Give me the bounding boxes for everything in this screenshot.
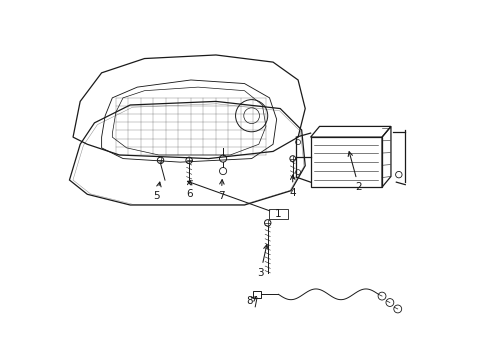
Text: 6: 6 bbox=[185, 180, 192, 199]
Text: 5: 5 bbox=[153, 182, 161, 201]
Text: 8: 8 bbox=[246, 296, 256, 306]
Bar bbox=[253, 291, 260, 298]
Bar bbox=[268, 209, 287, 219]
Text: 2: 2 bbox=[347, 152, 362, 192]
Text: 1: 1 bbox=[187, 181, 281, 219]
Text: 4: 4 bbox=[289, 175, 295, 198]
Bar bbox=[310, 137, 381, 187]
Text: 3: 3 bbox=[257, 244, 267, 278]
Text: 7: 7 bbox=[218, 180, 224, 201]
